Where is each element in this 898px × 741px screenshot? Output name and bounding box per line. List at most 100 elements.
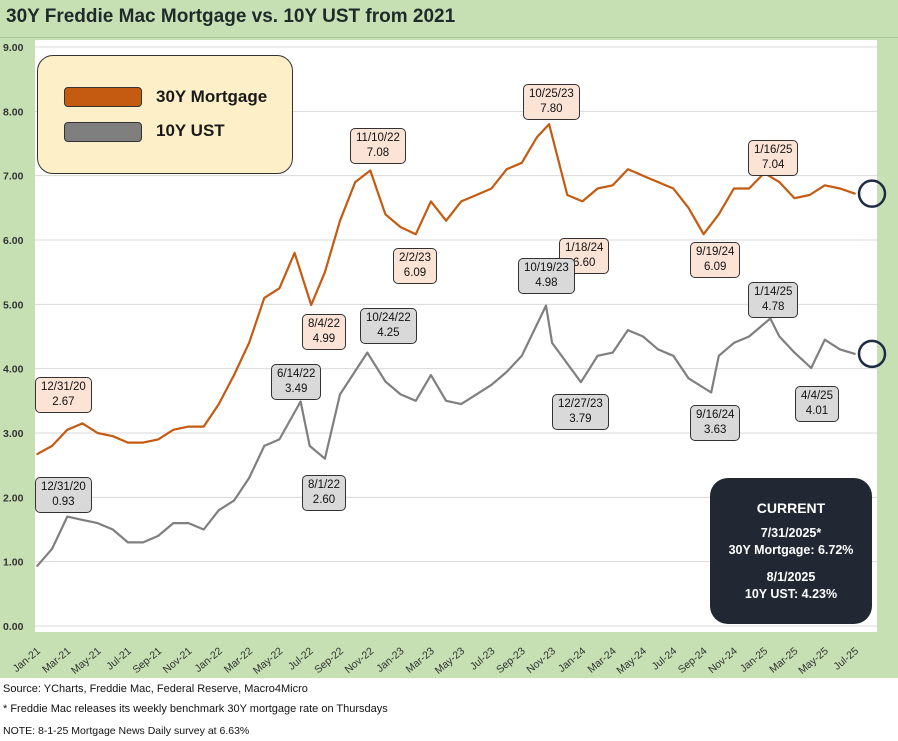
- legend-swatch-ust: [64, 122, 142, 142]
- y-tick-label: 0.00: [3, 621, 24, 633]
- mortgage-point: [293, 252, 296, 254]
- mortgage-point: [445, 219, 447, 222]
- annotation-value: 6.60: [572, 257, 596, 269]
- source-note: Source: YCharts, Freddie Mac, Federal Re…: [3, 683, 308, 695]
- y-tick-label: 3.00: [3, 428, 24, 440]
- x-tick-label: Jul-21: [104, 645, 134, 673]
- x-tick-label: Jul-23: [468, 645, 498, 673]
- annotation-value: 3.49: [284, 383, 308, 395]
- ust-point: [127, 541, 129, 544]
- x-tick-label: Mar-21: [40, 645, 73, 676]
- mortgage-point: [854, 192, 856, 195]
- legend-label-mortgage: 30Y Mortgage: [156, 87, 268, 106]
- mortgage-point: [566, 194, 569, 196]
- x-tick-label: Sep-24: [676, 645, 710, 676]
- ust-point: [299, 400, 302, 403]
- annotation-date: 2/2/23: [399, 252, 431, 264]
- mortgage-point: [642, 174, 644, 177]
- ust-point: [642, 335, 644, 338]
- annotation-label: 2/2/23 6.09: [393, 248, 437, 284]
- ust-point: [490, 383, 493, 386]
- y-tick-label: 6.00: [3, 235, 24, 247]
- x-tick-label: May-24: [614, 645, 649, 677]
- x-tick-label: Nov-24: [706, 645, 740, 676]
- mortgage-point: [793, 197, 796, 199]
- title-bar: 30Y Freddie Mac Mortgage vs. 10Y UST fro…: [0, 0, 898, 38]
- y-tick-label: 9.00: [3, 42, 24, 54]
- mortgage-point: [581, 200, 584, 203]
- mortgage-point: [490, 187, 493, 190]
- annotation-value: 7.80: [540, 103, 563, 115]
- ust-point: [218, 509, 220, 512]
- annotation-value: 6.09: [703, 261, 727, 273]
- mortgage-point: [202, 425, 205, 428]
- annotation-date: 11/10/22: [356, 132, 400, 144]
- x-tick-label: Jan-24: [556, 645, 588, 675]
- ust-point: [769, 317, 772, 320]
- ust-point: [580, 381, 582, 383]
- current-mortgage-value: 30Y Mortgage: 6.72%: [728, 543, 854, 557]
- annotation-label: 10/19/23 4.98: [518, 258, 575, 294]
- legend: 30Y Mortgage 10Y UST: [37, 55, 293, 174]
- legend-swatch-mortgage: [64, 87, 142, 107]
- mortgage-point: [548, 123, 550, 125]
- x-tick-label: Jul-25: [831, 645, 861, 673]
- ust-point: [505, 371, 508, 373]
- ust-point: [111, 528, 114, 531]
- ust-point: [263, 445, 266, 447]
- x-tick-label: Jul-22: [286, 645, 316, 673]
- annotation-date: 10/19/23: [524, 262, 569, 274]
- x-tick-label: Jan-23: [374, 645, 406, 675]
- annotation-date: 4/4/25: [801, 390, 833, 402]
- annotation-date: 1/16/25: [754, 144, 793, 156]
- ust-point: [778, 335, 781, 338]
- annotation-value: 3.79: [569, 413, 592, 425]
- y-tick-label: 2.00: [3, 492, 24, 504]
- x-tick-label: Mar-24: [585, 645, 618, 676]
- ust-point: [733, 342, 735, 344]
- x-tick-label: Sep-21: [130, 645, 164, 676]
- ust-point: [96, 522, 99, 524]
- ust-point: [324, 457, 326, 460]
- annotation-value: 7.08: [366, 147, 390, 159]
- annotation-value: 0.93: [52, 496, 75, 508]
- annotation-label: 8/4/22 4.99: [302, 314, 346, 350]
- annotation-label: 10/24/22 4.25: [360, 308, 417, 344]
- x-tick-label: Mar-22: [222, 645, 255, 676]
- mortgage-point: [218, 403, 220, 405]
- annotation-value: 7.04: [761, 159, 785, 171]
- mortgage-point: [324, 271, 326, 273]
- y-tick-label: 1.00: [3, 557, 24, 569]
- legend-label-ust: 10Y UST: [156, 121, 225, 140]
- mortgage-point: [430, 200, 432, 203]
- ust-point: [710, 391, 712, 394]
- mortgage-point: [733, 187, 735, 190]
- annotation-label: 1/14/25 4.78: [748, 282, 799, 318]
- mortgage-point: [142, 441, 144, 444]
- annotation-date: 10/24/22: [366, 312, 411, 324]
- ust-point: [445, 400, 447, 402]
- y-tick-label: 5.00: [3, 299, 24, 311]
- annotation-label: 8/1/22 2.60: [302, 475, 346, 511]
- mortgage-point: [657, 181, 659, 183]
- mortgage-point: [414, 233, 417, 236]
- ust-point: [157, 535, 159, 537]
- mortgage-point: [36, 453, 38, 456]
- mortgage-point: [778, 181, 781, 183]
- annotation-date: 12/31/20: [41, 481, 86, 493]
- ust-point: [475, 393, 478, 396]
- x-tick-label: Sep-22: [312, 645, 346, 676]
- mortgage-point: [248, 342, 250, 344]
- mortgage-point: [672, 187, 675, 190]
- annotation-date: 1/18/24: [565, 242, 604, 254]
- annotation-label: 4/4/25 4.01: [795, 386, 839, 422]
- x-tick-label: Jan-25: [738, 645, 770, 675]
- mortgage-point: [384, 213, 387, 216]
- mortgage-point: [839, 187, 841, 190]
- x-tick-label: May-25: [796, 645, 831, 677]
- ust-point: [551, 342, 553, 344]
- mortgage-point: [611, 184, 614, 187]
- current-values-box: CURRENT 7/31/2025* 30Y Mortgage: 6.72% 8…: [710, 478, 872, 624]
- mortgage-point: [521, 162, 523, 164]
